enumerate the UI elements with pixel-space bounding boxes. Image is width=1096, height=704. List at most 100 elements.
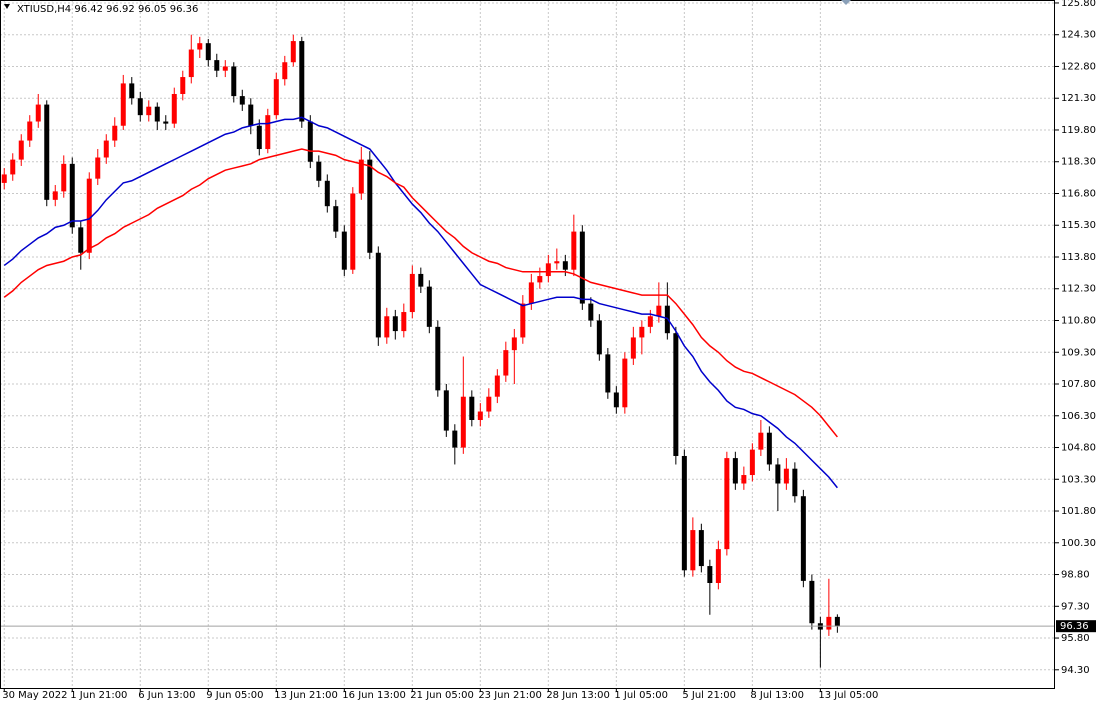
candle-body (435, 326, 441, 391)
candle-body (401, 312, 407, 332)
candle-body (656, 305, 662, 317)
candle-body (35, 104, 41, 122)
candle-body (707, 566, 713, 584)
x-tick-label: 21 Jun 05:00 (410, 690, 474, 701)
y-tick-label: 115.30 (1061, 220, 1096, 231)
y-tick-label: 100.30 (1061, 538, 1096, 549)
candle-body (528, 282, 534, 304)
moving-average (3, 148, 838, 438)
candle-body (622, 358, 628, 408)
candle-body (78, 227, 84, 253)
candle-body (545, 263, 551, 277)
candle-body (639, 326, 645, 338)
x-tick-label: 5 Jul 21:00 (682, 690, 736, 701)
candle-body (44, 104, 50, 200)
candle-body (511, 337, 517, 351)
candle-body (418, 273, 424, 287)
candle-body (205, 43, 211, 61)
x-tick-label: 13 Jun 21:00 (274, 690, 338, 701)
candle-body (256, 125, 262, 150)
candle-body (503, 350, 509, 376)
y-tick-label: 118.30 (1061, 157, 1096, 168)
last-price-label: 96.36 (1060, 621, 1089, 632)
y-tick-label: 121.30 (1061, 93, 1096, 104)
x-tick-label: 13 Jul 05:00 (818, 690, 878, 701)
chart-title: XTIUSD,H4 96.42 96.92 96.05 96.36 (17, 4, 198, 15)
candle-body (460, 396, 466, 448)
candle-body (112, 125, 118, 141)
candle-body (384, 316, 390, 338)
last-price-box (1056, 620, 1096, 633)
plot (0, 34, 1055, 668)
candle-body (120, 83, 126, 126)
candle-body (775, 464, 781, 484)
candle-body (732, 458, 738, 484)
y-tick-label: 103.30 (1061, 474, 1096, 485)
candle-body (129, 83, 135, 99)
candle-body (282, 62, 288, 80)
candle-body (588, 303, 594, 321)
candle-body (222, 66, 228, 71)
x-tick-label: 8 Jul 13:00 (750, 690, 804, 701)
x-tick-label: 28 Jun 13:00 (546, 690, 610, 701)
candle-body (477, 411, 483, 420)
candle-body (792, 468, 798, 497)
y-tick-label: 119.80 (1061, 125, 1096, 136)
menu-arrow[interactable] (4, 4, 10, 9)
candle-body (290, 41, 296, 63)
candle-body (10, 159, 16, 175)
candle-body (681, 455, 687, 571)
candle-body (239, 96, 245, 105)
y-tick-label: 109.30 (1061, 347, 1096, 358)
candle-body (392, 316, 398, 332)
candle-body (647, 316, 653, 327)
candle-body (61, 163, 67, 192)
candle-body (18, 140, 24, 160)
candle-body (1, 174, 7, 183)
candle-body (27, 121, 33, 141)
candle-body (826, 616, 832, 630)
candle-body (333, 206, 339, 232)
moving-average (3, 116, 838, 489)
candle-body (375, 252, 381, 338)
y-tick-label: 101.80 (1061, 506, 1096, 517)
y-tick-label: 97.30 (1061, 601, 1090, 612)
candle-body (596, 320, 602, 355)
x-tick-label: 1 Jun 21:00 (70, 690, 127, 701)
candle-body (103, 140, 109, 158)
y-tick-label: 113.80 (1061, 252, 1096, 263)
candle-body (316, 161, 322, 181)
candle-body (265, 115, 271, 150)
y-tick-label: 116.80 (1061, 188, 1096, 199)
candle-body (273, 79, 279, 116)
plot-border (0, 0, 1055, 689)
candle-body (749, 449, 755, 476)
x-tick-label: 1 Jul 05:00 (614, 690, 668, 701)
candle-body (299, 41, 305, 122)
shift-marker[interactable] (841, 0, 851, 5)
y-tick-label: 95.80 (1061, 633, 1090, 644)
y-tick-label: 104.80 (1061, 443, 1096, 454)
candle-body (741, 475, 747, 484)
x-tick-label: 30 May 2022 (2, 690, 67, 701)
candle-body (630, 337, 636, 359)
candle-body (86, 178, 92, 253)
candle-body (324, 180, 330, 207)
candle-body (146, 106, 152, 116)
candle-body (800, 496, 806, 581)
candle-body (554, 261, 560, 264)
candle-body (231, 66, 237, 97)
candle-body (562, 261, 568, 270)
candle-body (350, 193, 356, 270)
candle-body (214, 60, 220, 71)
candle-body (715, 549, 721, 584)
candle-body (809, 580, 815, 624)
candle-body (520, 303, 526, 338)
candle-body (341, 231, 347, 270)
candle-body (367, 159, 373, 253)
candle-body (443, 390, 449, 431)
x-tick-label: 6 Jun 13:00 (138, 690, 195, 701)
candle-body (154, 106, 160, 122)
candle-body (579, 231, 585, 304)
